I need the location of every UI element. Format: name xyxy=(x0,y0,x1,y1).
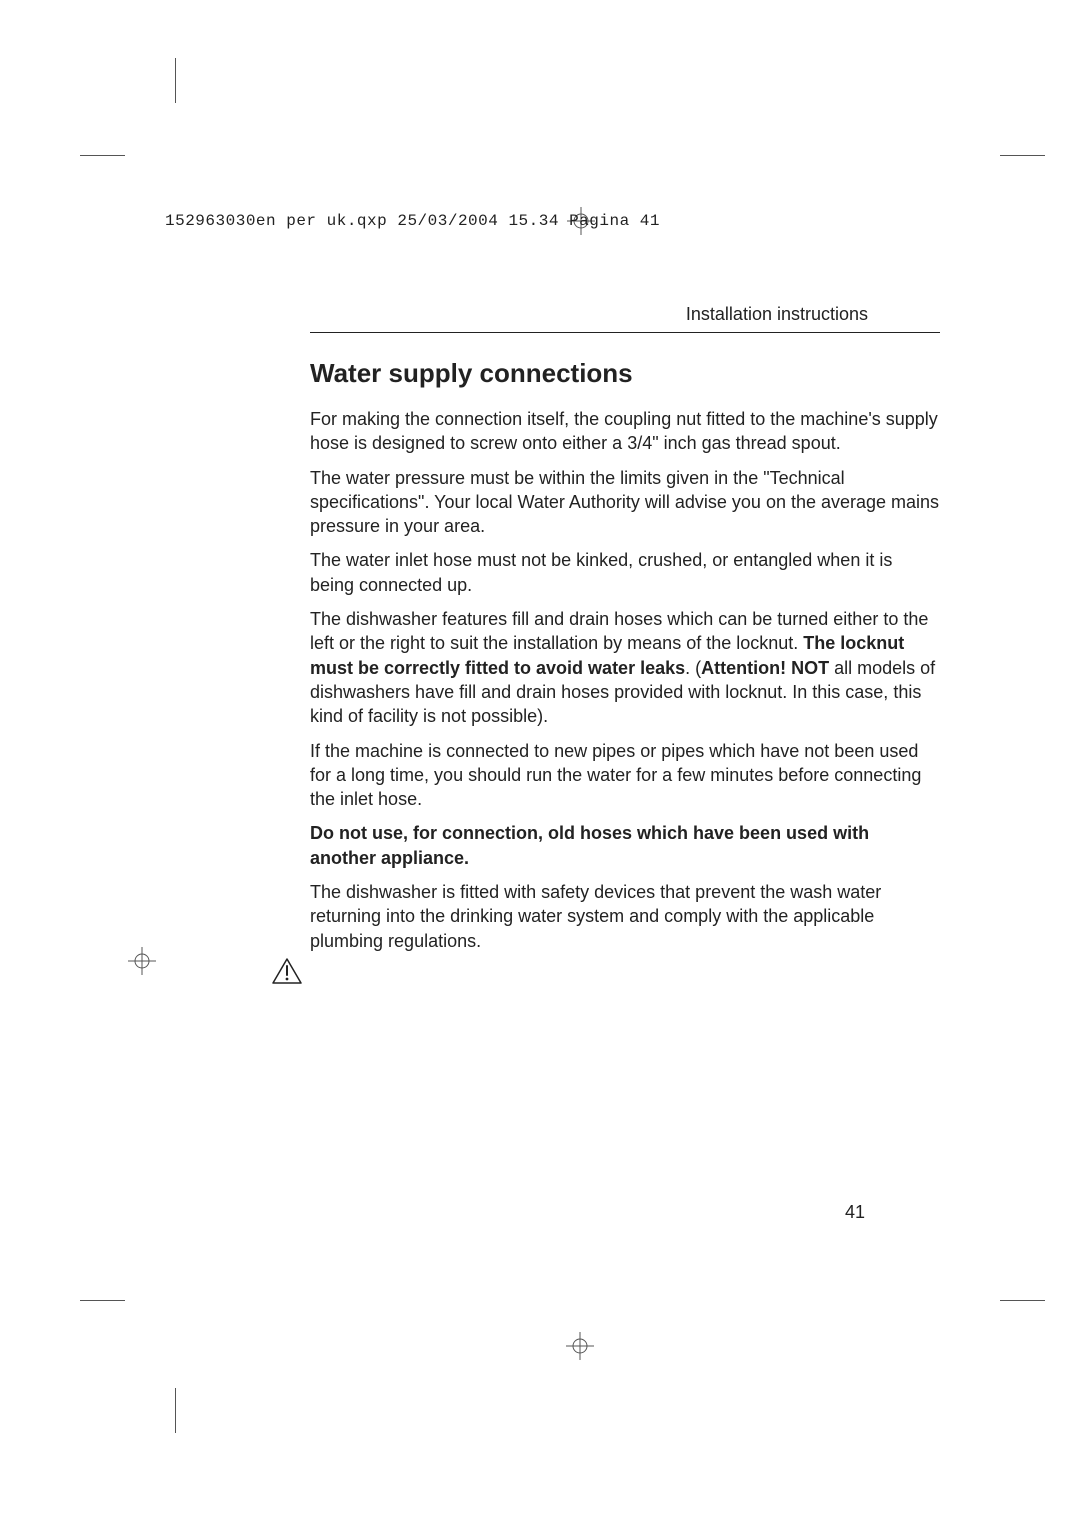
para-4-close: ). xyxy=(537,706,548,726)
crop-mark xyxy=(80,1300,125,1301)
warning-triangle-icon xyxy=(272,958,302,984)
heading-water-supply: Water supply connections xyxy=(310,358,940,389)
para-5: If the machine is connected to new pipes… xyxy=(310,739,940,812)
para-6-bold: Do not use, for connection, old hoses wh… xyxy=(310,823,869,867)
section-title: Installation instructions xyxy=(686,304,868,325)
page-root: 152963030en per uk.qxp 25/03/2004 15.34 … xyxy=(0,0,1080,1528)
para-6-warning: Do not use, for connection, old hoses wh… xyxy=(310,821,940,870)
prepress-header-stamp: 152963030en per uk.qxp 25/03/2004 15.34 … xyxy=(165,212,660,230)
para-4-attention: Attention! NOT xyxy=(701,658,834,678)
registration-mark-icon xyxy=(128,947,156,975)
page-number: 41 xyxy=(845,1202,865,1223)
para-4-dot: . ( xyxy=(685,658,701,678)
content-body: Water supply connections For making the … xyxy=(310,332,940,963)
para-7: The dishwasher is fitted with safety dev… xyxy=(310,880,940,953)
para-4: The dishwasher features fill and drain h… xyxy=(310,607,940,728)
crop-mark xyxy=(175,58,176,103)
crop-mark xyxy=(175,1388,176,1433)
crop-mark xyxy=(1000,1300,1045,1301)
crop-mark xyxy=(1000,155,1045,156)
registration-mark-icon xyxy=(566,1332,594,1360)
para-2: The water pressure must be within the li… xyxy=(310,466,940,539)
para-1: For making the connection itself, the co… xyxy=(310,407,940,456)
para-3: The water inlet hose must not be kinked,… xyxy=(310,548,940,597)
crop-mark xyxy=(80,155,125,156)
